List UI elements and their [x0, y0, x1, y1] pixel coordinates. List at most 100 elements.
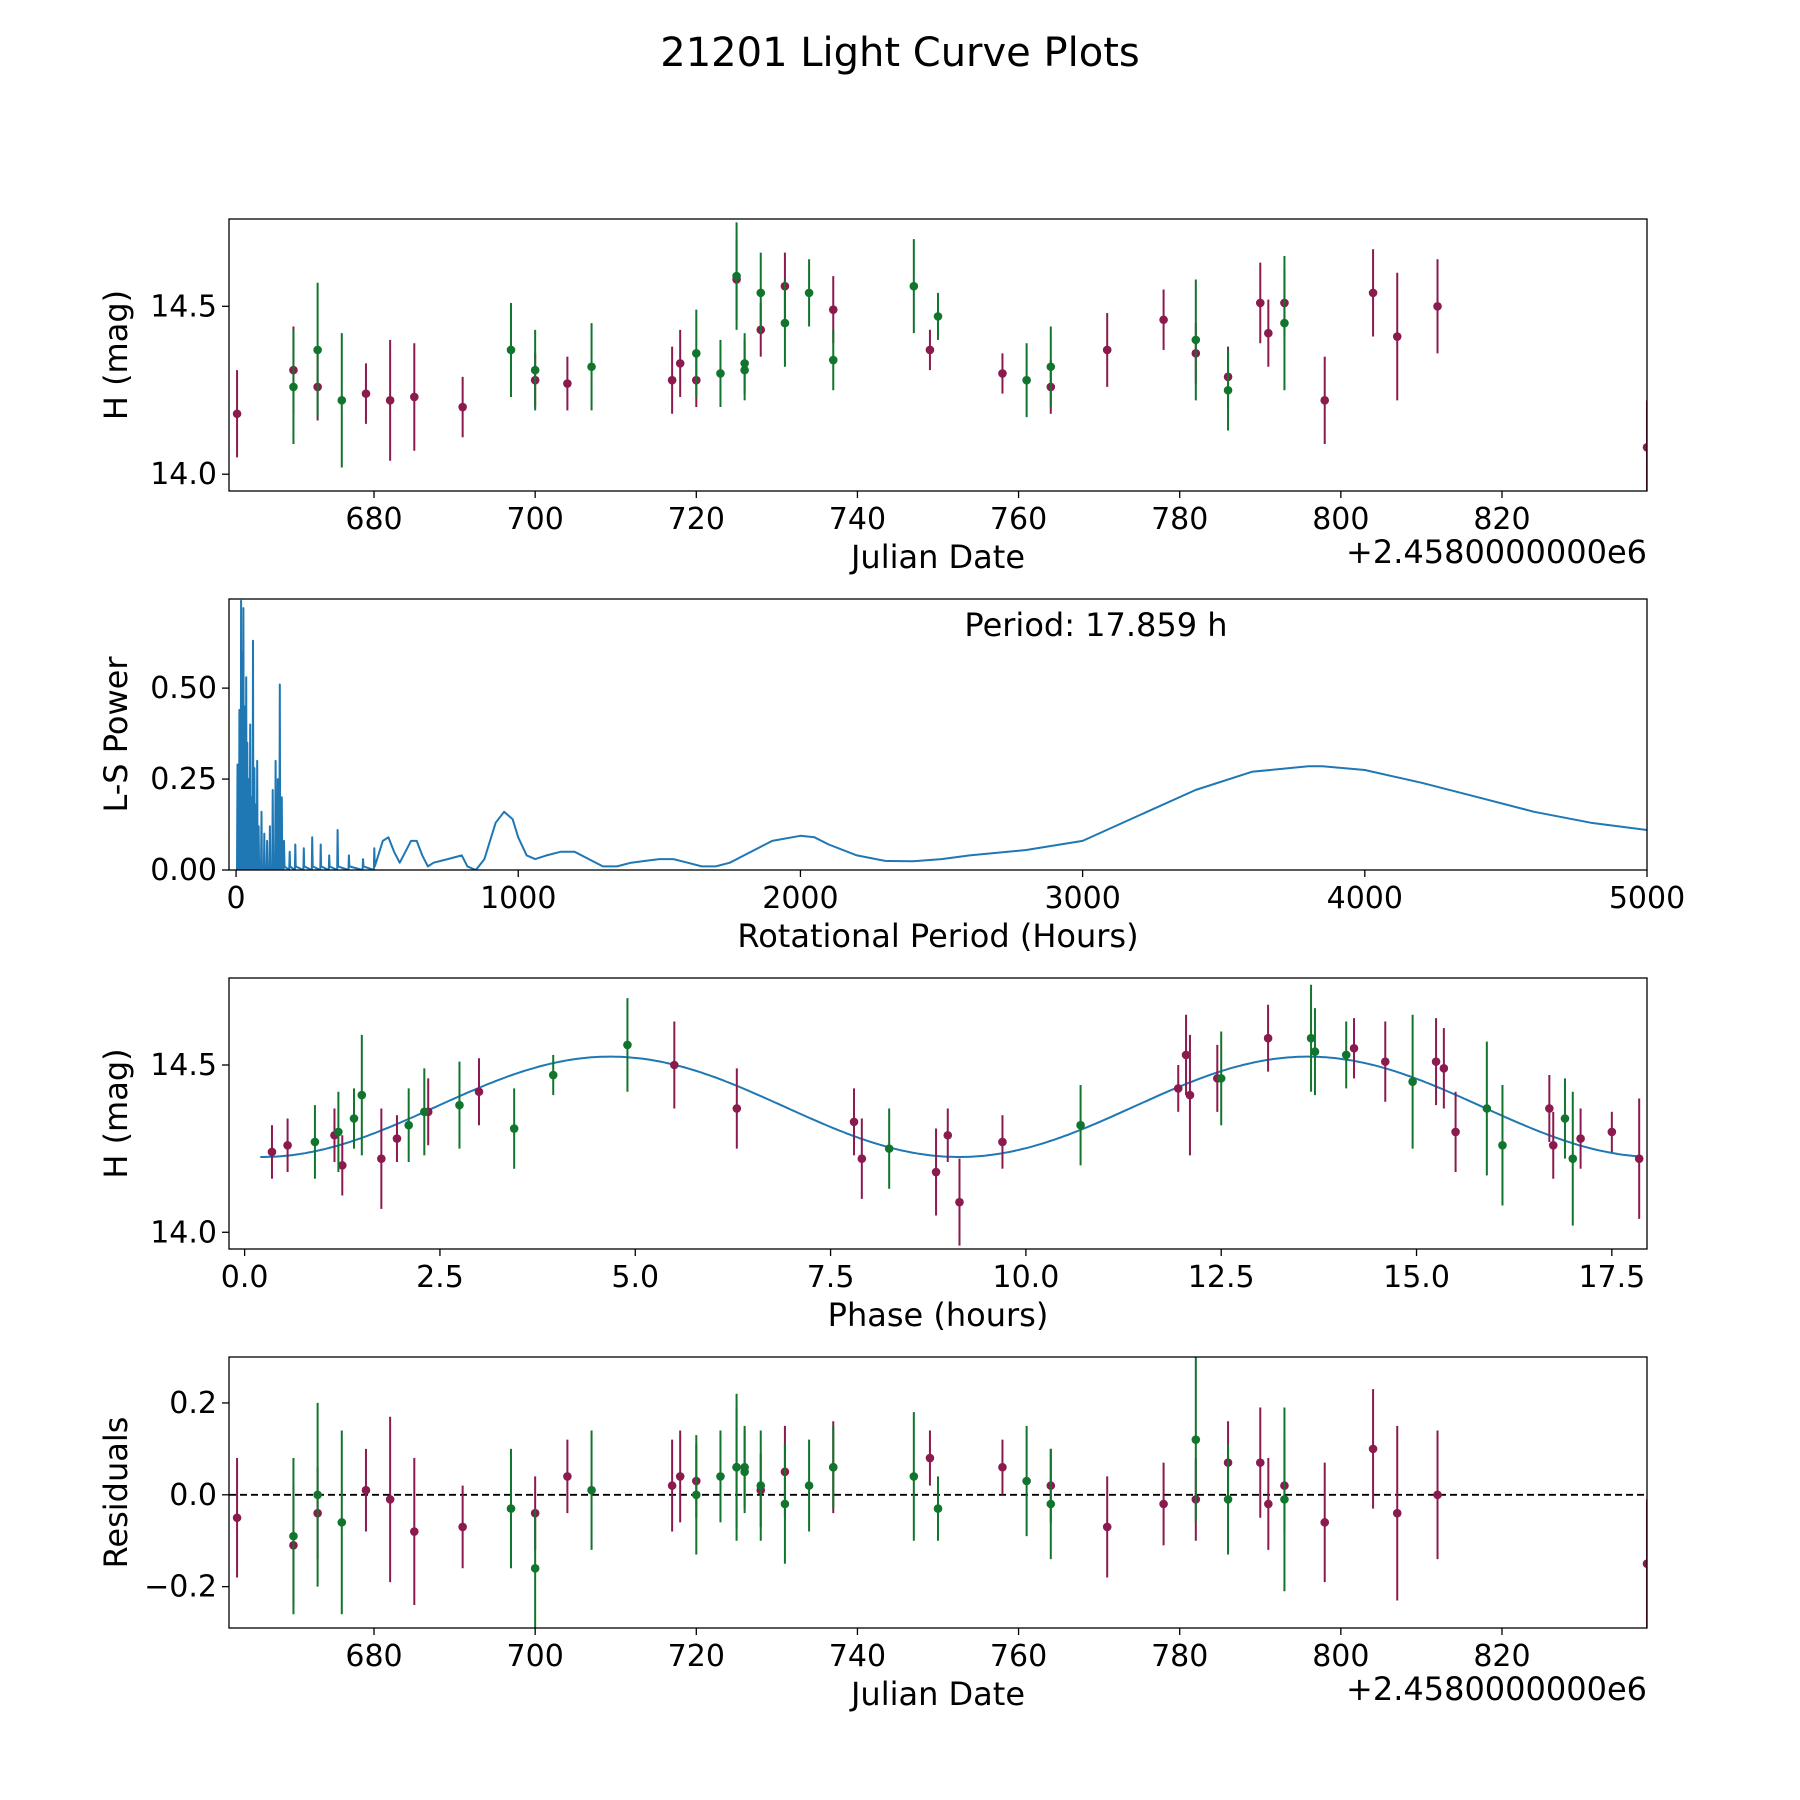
- data-point: [232, 409, 242, 419]
- phase-folded-panel: 0.0 2.5 5.0 7.5 10.0 12.5 15.0 17.5 14.0 14.5 Phas…: [97, 977, 1648, 1334]
- periodogram-panel: 0 1000 2000 3000 4000 5000 0.00 0.25 0.50 Rotatio…: [97, 598, 1685, 955]
- data-point: [357, 1090, 367, 1100]
- data-point: [1433, 302, 1442, 311]
- data-point: [404, 1120, 413, 1130]
- data-point: [691, 349, 701, 358]
- y-tick-label: 0.2: [169, 1386, 217, 1421]
- x-tick-label: 12.5: [1188, 1260, 1255, 1295]
- data-point: [925, 1453, 935, 1463]
- data-point: [933, 1504, 943, 1513]
- data-point: [828, 355, 838, 365]
- data-point: [1159, 1499, 1168, 1509]
- data-point: [289, 1531, 298, 1541]
- data-point: [506, 1504, 516, 1513]
- data-point: [1368, 288, 1378, 298]
- y-tick-label: 0.0: [169, 1478, 217, 1513]
- x-offset-label: +2.4580000000e6: [1346, 533, 1647, 571]
- data-point: [1451, 1127, 1460, 1137]
- data-point: [1022, 375, 1031, 385]
- data-point: [1264, 328, 1273, 338]
- axes-frame: [228, 598, 1648, 871]
- data-point: [1223, 1495, 1233, 1504]
- data-point: [349, 1114, 359, 1123]
- x-tick-label: 700: [507, 502, 564, 537]
- data-point: [780, 1499, 790, 1509]
- data-point: [392, 1134, 402, 1143]
- residuals-panel: 680 700 720 740 760 780 800 820 −0.2 0.0 0.2 Julian…: [97, 1356, 1648, 1713]
- x-tick-label: 680: [345, 502, 402, 537]
- data-point: [267, 1147, 277, 1157]
- data-point: [998, 1137, 1007, 1147]
- data-point: [587, 362, 596, 372]
- data-point: [310, 1137, 320, 1147]
- data-point: [716, 369, 725, 378]
- data-point: [458, 402, 467, 412]
- data-point: [1349, 1043, 1359, 1053]
- data-point: [1607, 1127, 1617, 1137]
- x-tick-label: 5000: [1609, 881, 1685, 916]
- data-point: [530, 365, 540, 375]
- data-point: [283, 1140, 292, 1150]
- data-point: [474, 1087, 484, 1097]
- data-point: [530, 1563, 540, 1573]
- data-point: [410, 392, 419, 402]
- data-point: [1634, 1154, 1644, 1163]
- axes-frame: [228, 977, 1648, 1250]
- data-point: [623, 1040, 632, 1050]
- data-point: [740, 359, 749, 368]
- data-point: [1642, 443, 1647, 452]
- data-point: [1545, 1104, 1554, 1113]
- axes-frame: [228, 218, 1648, 492]
- data-point: [740, 1462, 749, 1472]
- data-point: [1433, 1490, 1442, 1500]
- data-point: [1310, 1047, 1320, 1056]
- data-point: [955, 1197, 964, 1207]
- data-point: [998, 369, 1007, 378]
- y-tick-label: 14.0: [150, 1215, 217, 1250]
- data-point: [1263, 1033, 1273, 1043]
- data-point: [732, 271, 741, 281]
- data-point: [1280, 318, 1289, 328]
- data-point: [857, 1154, 867, 1163]
- x-tick-label: 780: [1151, 502, 1208, 537]
- phase-folded-plot-area: [260, 984, 1644, 1246]
- data-point: [1076, 1120, 1085, 1130]
- data-point: [804, 1481, 814, 1490]
- x-tick-label: 740: [829, 1639, 886, 1674]
- data-point: [1102, 345, 1112, 355]
- data-point: [1223, 385, 1233, 395]
- data-point: [1392, 1508, 1402, 1518]
- data-point: [1181, 1050, 1191, 1060]
- data-point: [458, 1522, 467, 1532]
- data-point: [1264, 1499, 1273, 1509]
- data-point: [1046, 1499, 1056, 1509]
- data-point: [1280, 1495, 1289, 1504]
- data-point: [1320, 1518, 1330, 1527]
- x-tick-label: 2.5: [416, 1260, 464, 1295]
- x-tick-label: 740: [829, 502, 886, 537]
- light-curve-plot-area: [232, 222, 1647, 491]
- data-point: [884, 1144, 894, 1153]
- x-tick-label: 0.0: [221, 1260, 269, 1295]
- x-tick-label: 720: [668, 1639, 725, 1674]
- x-tick-label: 820: [1473, 502, 1530, 537]
- data-point: [509, 1124, 519, 1133]
- x-axis-label: Julian Date: [849, 538, 1025, 576]
- data-point: [1159, 315, 1168, 325]
- y-axis-label: L-S Power: [97, 656, 135, 813]
- x-axis-label: Rotational Period (Hours): [737, 917, 1138, 955]
- data-point: [732, 1462, 741, 1472]
- data-point: [909, 281, 919, 291]
- data-point: [933, 312, 943, 321]
- data-point: [337, 1518, 347, 1527]
- data-point: [1392, 332, 1402, 341]
- x-tick-label: 15.0: [1383, 1260, 1450, 1295]
- data-point: [1216, 1074, 1226, 1083]
- x-axis-label: Julian Date: [849, 1675, 1025, 1713]
- x-tick-label: 17.5: [1578, 1260, 1645, 1295]
- data-point: [828, 1462, 838, 1472]
- x-tick-label: 680: [345, 1639, 402, 1674]
- data-point: [361, 389, 371, 398]
- data-point: [1341, 1050, 1351, 1060]
- data-point: [506, 345, 516, 355]
